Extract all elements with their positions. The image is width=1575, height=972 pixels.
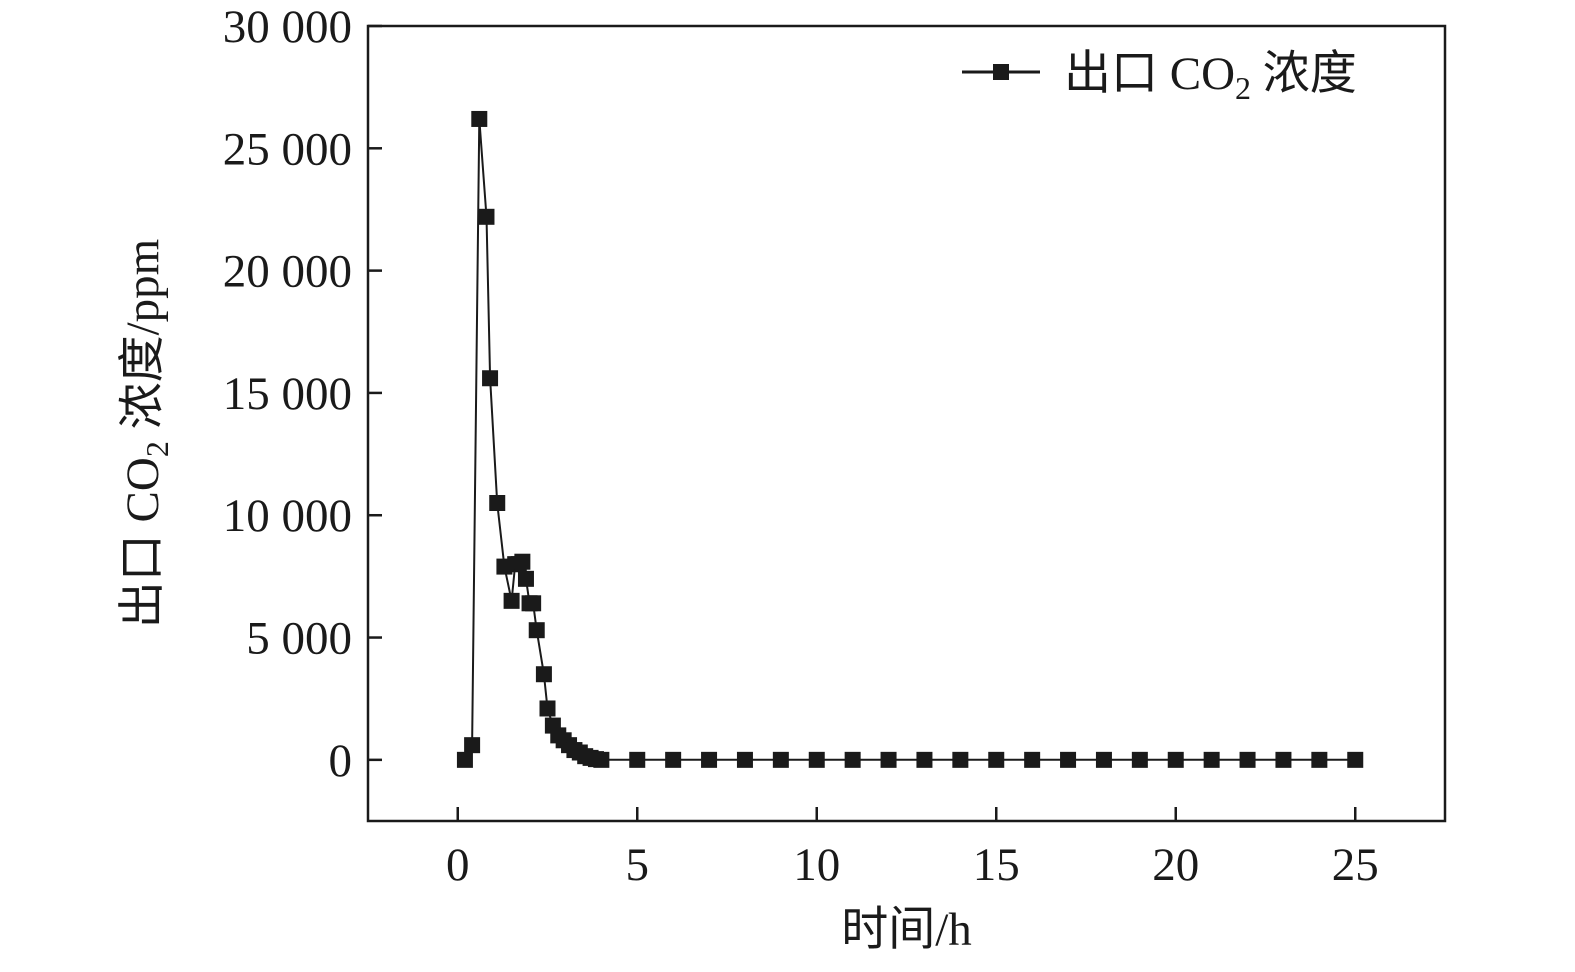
series-line bbox=[464, 118, 1356, 761]
legend-label-subscript: 2 bbox=[1235, 70, 1251, 106]
data-point-marker bbox=[988, 751, 1005, 768]
data-point-marker bbox=[808, 751, 825, 768]
legend-label-part: 出口 CO bbox=[1064, 48, 1235, 100]
data-point-marker bbox=[593, 751, 610, 768]
data-point-marker bbox=[701, 751, 718, 768]
data-point-marker bbox=[629, 751, 646, 768]
x-tick-label: 10 bbox=[793, 839, 840, 891]
data-point-marker bbox=[665, 751, 682, 768]
y-tick-label: 25 000 bbox=[223, 123, 352, 175]
data-point-marker bbox=[772, 751, 789, 768]
data-point-marker bbox=[736, 751, 753, 768]
data-point-marker bbox=[517, 570, 534, 587]
data-point-marker bbox=[456, 751, 473, 768]
data-point-marker bbox=[1347, 751, 1364, 768]
data-point-marker bbox=[1311, 751, 1328, 768]
y-tick-label: 30 000 bbox=[223, 1, 352, 53]
x-tick-label: 20 bbox=[1152, 839, 1199, 891]
data-point-marker bbox=[539, 700, 556, 717]
legend-label-part: 浓度 bbox=[1251, 48, 1357, 100]
data-point-marker bbox=[503, 592, 520, 609]
data-point-marker bbox=[535, 666, 552, 683]
y-tick-label: 5 000 bbox=[246, 613, 352, 665]
data-point-marker bbox=[528, 622, 545, 639]
axes-layer: 0 5 000 10 000 15 000 20 000 25 000 30 000 0 5 10… bbox=[117, 1, 1447, 956]
data-point-marker bbox=[482, 370, 499, 387]
data-point-marker bbox=[844, 751, 861, 768]
x-tick-label: 0 bbox=[446, 839, 470, 891]
data-point-marker bbox=[916, 751, 933, 768]
y-tick-label: 10 000 bbox=[223, 490, 352, 542]
data-point-marker bbox=[1275, 751, 1292, 768]
x-tick-label: 15 bbox=[973, 839, 1020, 891]
y-axis-title: 出口 CO2 浓度/ppm bbox=[117, 239, 175, 628]
data-point-marker bbox=[525, 595, 542, 612]
legend-marker-swatch bbox=[993, 64, 1009, 80]
y-tick-label: 20 000 bbox=[223, 246, 352, 298]
y-axis-title-part: 出口 CO bbox=[117, 457, 169, 628]
data-point-marker bbox=[478, 208, 495, 225]
x-tick-label: 5 bbox=[626, 839, 650, 891]
data-point-marker bbox=[880, 751, 897, 768]
data-point-marker bbox=[1024, 751, 1041, 768]
y-axis-title-part: 浓度/ppm bbox=[117, 239, 169, 441]
x-tick-label: 25 bbox=[1332, 839, 1379, 891]
data-point-marker bbox=[514, 553, 531, 570]
x-axis-title: 时间/h bbox=[841, 904, 972, 956]
data-point-marker bbox=[1060, 751, 1077, 768]
plot-frame bbox=[366, 24, 1447, 823]
y-tick-label: 15 000 bbox=[223, 368, 352, 420]
data-point-marker bbox=[1239, 751, 1256, 768]
data-point-marker bbox=[1095, 751, 1112, 768]
data-point-marker bbox=[471, 110, 488, 127]
data-point-marker bbox=[952, 751, 969, 768]
y-tick-label: 0 bbox=[329, 735, 353, 787]
legend-label: 出口 CO2 浓度 bbox=[1064, 48, 1357, 106]
data-point-marker bbox=[464, 737, 481, 754]
series-layer bbox=[456, 110, 1364, 768]
data-point-marker bbox=[1131, 751, 1148, 768]
legend: 出口 CO2 浓度 bbox=[962, 48, 1357, 106]
y-axis-title-subscript: 2 bbox=[139, 441, 175, 457]
data-point-marker bbox=[489, 495, 506, 511]
data-point-marker bbox=[1203, 751, 1220, 768]
data-point-marker bbox=[1167, 751, 1184, 768]
